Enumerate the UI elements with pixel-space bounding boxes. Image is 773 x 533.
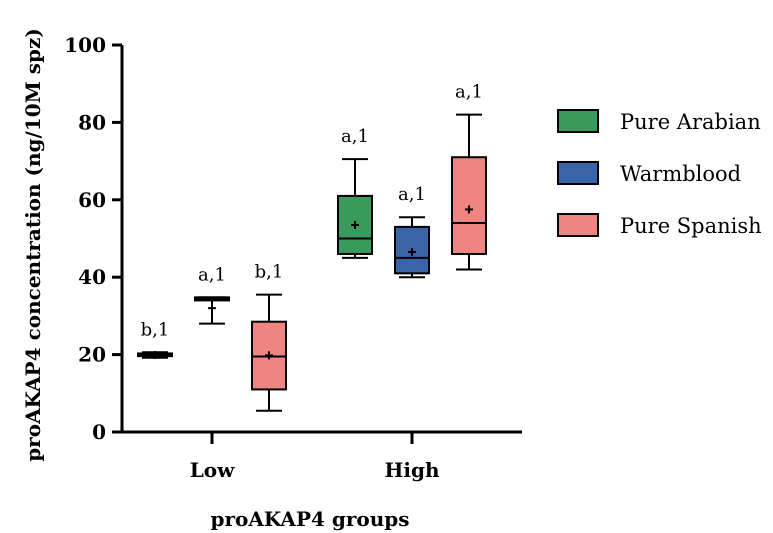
y-tick-label: 0 [92, 420, 106, 444]
legend-swatch-warmblood [557, 161, 599, 185]
legend-label-pure-spanish: Pure Spanish [620, 214, 762, 238]
box-iqr [337, 194, 373, 255]
y-tick-label: 80 [78, 110, 106, 134]
box-iqr [451, 156, 487, 255]
box-plot-warmblood-high: a,1 [394, 184, 430, 279]
significance-label: a,1 [341, 126, 369, 147]
legend: Pure Arabian Warmblood Pure Spanish [557, 109, 762, 238]
legend-label-warmblood: Warmblood [620, 162, 741, 186]
box-plot-warmblood-low: a,1 [194, 264, 230, 325]
box-plot-pure-arabian-low: b,1 [137, 319, 173, 359]
x-tick-label: High [384, 458, 439, 482]
significance-label: b,1 [255, 262, 284, 283]
y-axis-title: proAKAP4 concentration (ng/10M spz) [21, 28, 45, 462]
legend-swatch-pure-arabian [557, 109, 599, 133]
significance-label: a,1 [198, 264, 226, 285]
box-plot-pure-spanish-high: a,1 [451, 82, 487, 271]
legend-swatch-pure-spanish [557, 213, 599, 237]
significance-label: a,1 [455, 82, 483, 103]
x-tick-label: Low [190, 458, 235, 482]
y-tick-label: 20 [78, 343, 106, 367]
x-axis-title: proAKAP4 groups [210, 507, 409, 531]
y-tick-label: 60 [78, 188, 106, 212]
box-plot-pure-spanish-low: b,1 [251, 262, 287, 412]
y-tick-label: 100 [64, 33, 106, 57]
box-plot-pure-arabian-high: a,1 [337, 126, 373, 259]
legend-label-pure-arabian: Pure Arabian [620, 110, 761, 134]
axes: 0 20 40 60 80 100 Low High [64, 33, 522, 482]
significance-label: a,1 [398, 184, 426, 205]
y-tick-label: 40 [78, 265, 106, 289]
significance-label: b,1 [141, 319, 170, 340]
plot-area: b,1 a,1 a,1 a,1 b,1 a,1 [137, 82, 487, 412]
